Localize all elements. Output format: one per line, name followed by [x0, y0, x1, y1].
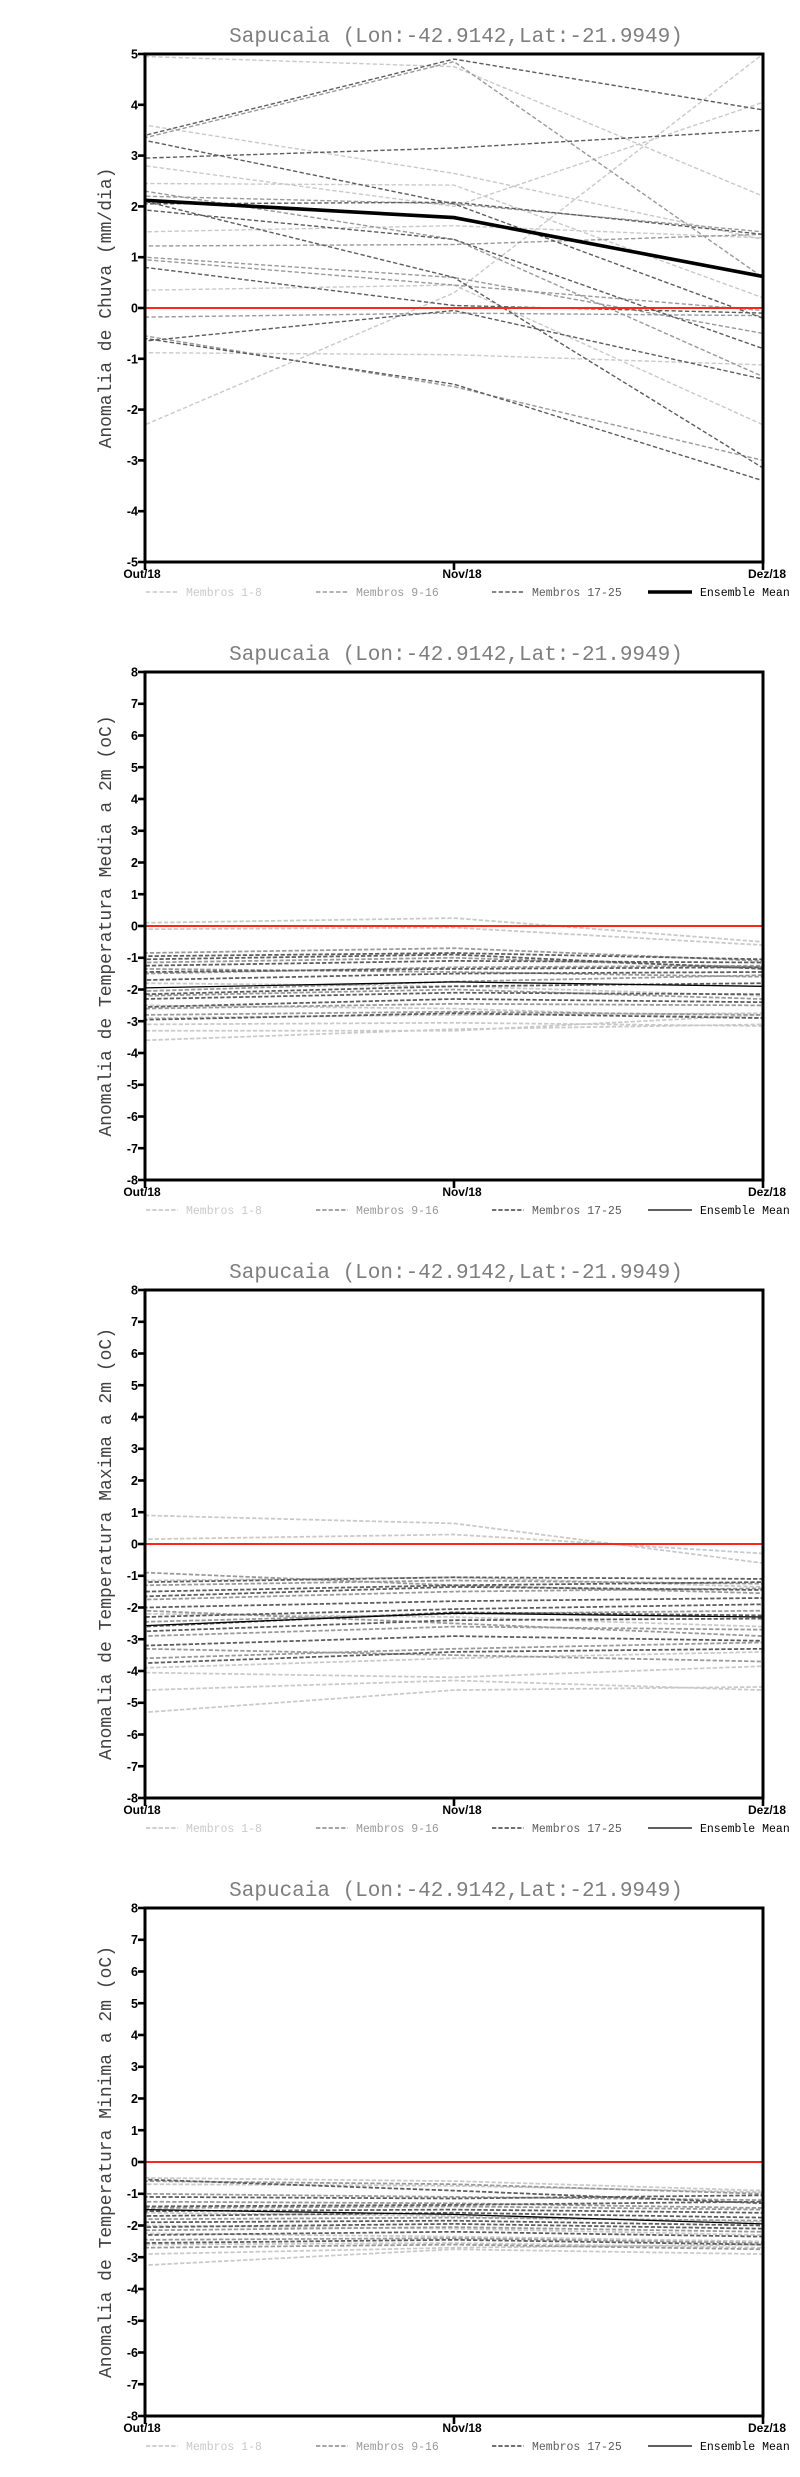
svg-text:Membros 9-16: Membros 9-16 [356, 587, 439, 600]
svg-text:Membros 1-8: Membros 1-8 [186, 1823, 262, 1836]
svg-text:Dez/18: Dez/18 [748, 2421, 786, 2435]
svg-text:4: 4 [131, 98, 138, 112]
svg-text:Ensemble Mean: Ensemble Mean [700, 2441, 790, 2454]
svg-text:Anomalia de Chuva (mm/dia): Anomalia de Chuva (mm/dia) [97, 168, 117, 449]
svg-text:Nov/18: Nov/18 [442, 567, 482, 581]
svg-text:-2: -2 [127, 2219, 138, 2233]
svg-text:7: 7 [131, 1933, 138, 1947]
svg-text:-4: -4 [127, 505, 138, 519]
svg-text:1: 1 [131, 251, 138, 265]
svg-text:-6: -6 [127, 1728, 138, 1742]
svg-text:-4: -4 [127, 1047, 138, 1061]
svg-text:2: 2 [131, 200, 138, 214]
svg-text:-3: -3 [127, 2251, 138, 2265]
svg-text:Membros 17-25: Membros 17-25 [532, 587, 622, 600]
svg-text:-5: -5 [127, 1078, 138, 1092]
svg-text:1: 1 [131, 888, 138, 902]
svg-text:6: 6 [131, 729, 138, 743]
svg-text:-7: -7 [127, 1760, 138, 1774]
svg-text:2: 2 [131, 1474, 138, 1488]
svg-text:8: 8 [131, 1284, 138, 1298]
svg-text:Dez/18: Dez/18 [748, 1803, 786, 1817]
svg-text:-4: -4 [127, 2283, 138, 2297]
svg-text:2: 2 [131, 856, 138, 870]
svg-text:5: 5 [131, 48, 138, 62]
svg-text:Dez/18: Dez/18 [748, 1185, 786, 1199]
svg-text:-5: -5 [127, 1696, 138, 1710]
svg-text:Membros 17-25: Membros 17-25 [532, 1823, 622, 1836]
svg-text:Membros 17-25: Membros 17-25 [532, 2441, 622, 2454]
svg-text:Membros 9-16: Membros 9-16 [356, 1205, 439, 1218]
svg-text:-6: -6 [127, 1110, 138, 1124]
svg-text:Membros 9-16: Membros 9-16 [356, 2441, 439, 2454]
svg-text:0: 0 [131, 2156, 138, 2170]
svg-text:-7: -7 [127, 1142, 138, 1156]
svg-text:4: 4 [131, 1411, 138, 1425]
svg-text:-8: -8 [127, 1174, 138, 1188]
svg-text:Membros 1-8: Membros 1-8 [186, 2441, 262, 2454]
svg-text:Ensemble Mean: Ensemble Mean [700, 1205, 790, 1218]
svg-text:-2: -2 [127, 403, 138, 417]
svg-text:-3: -3 [127, 454, 138, 468]
svg-text:0: 0 [131, 1538, 138, 1552]
svg-text:Out/18: Out/18 [123, 1185, 161, 1199]
svg-text:6: 6 [131, 1965, 138, 1979]
svg-text:-1: -1 [127, 2187, 138, 2201]
svg-text:5: 5 [131, 1997, 138, 2011]
svg-text:Sapucaia (Lon:-42.9142,Lat:-21: Sapucaia (Lon:-42.9142,Lat:-21.9949) [229, 1880, 683, 1903]
svg-text:Out/18: Out/18 [123, 2421, 161, 2435]
svg-text:Sapucaia (Lon:-42.9142,Lat:-21: Sapucaia (Lon:-42.9142,Lat:-21.9949) [229, 644, 683, 667]
svg-text:1: 1 [131, 2124, 138, 2138]
svg-text:Membros 17-25: Membros 17-25 [532, 1205, 622, 1218]
svg-text:Anomalia de Temperatura Minima: Anomalia de Temperatura Minima a 2m (oC) [97, 1946, 117, 2378]
svg-text:1: 1 [131, 1506, 138, 1520]
svg-text:-1: -1 [127, 951, 138, 965]
svg-text:-8: -8 [127, 1792, 138, 1806]
svg-text:7: 7 [131, 1315, 138, 1329]
svg-text:Anomalia de Temperatura Media: Anomalia de Temperatura Media a 2m (oC) [97, 715, 117, 1136]
svg-text:-2: -2 [127, 983, 138, 997]
svg-text:3: 3 [131, 149, 138, 163]
svg-text:-1: -1 [127, 1569, 138, 1583]
svg-text:3: 3 [131, 1442, 138, 1456]
svg-text:Sapucaia (Lon:-42.9142,Lat:-21: Sapucaia (Lon:-42.9142,Lat:-21.9949) [229, 26, 683, 49]
svg-text:-2: -2 [127, 1601, 138, 1615]
svg-text:Ensemble Mean: Ensemble Mean [700, 587, 790, 600]
svg-text:5: 5 [131, 761, 138, 775]
svg-text:0: 0 [131, 302, 138, 316]
svg-text:7: 7 [131, 697, 138, 711]
svg-text:Ensemble Mean: Ensemble Mean [700, 1823, 790, 1836]
svg-text:-5: -5 [127, 2314, 138, 2328]
svg-text:6: 6 [131, 1347, 138, 1361]
svg-text:3: 3 [131, 2060, 138, 2074]
svg-text:2: 2 [131, 2092, 138, 2106]
svg-text:-4: -4 [127, 1665, 138, 1679]
svg-text:Nov/18: Nov/18 [442, 1185, 482, 1199]
svg-text:-7: -7 [127, 2378, 138, 2392]
svg-text:8: 8 [131, 1902, 138, 1916]
svg-text:Membros 1-8: Membros 1-8 [186, 1205, 262, 1218]
svg-text:-1: -1 [127, 352, 138, 366]
svg-text:Out/18: Out/18 [123, 1803, 161, 1817]
svg-text:Anomalia de Temperatura Maxima: Anomalia de Temperatura Maxima a 2m (oC) [97, 1328, 117, 1760]
svg-text:Dez/18: Dez/18 [748, 567, 786, 581]
svg-text:Membros 9-16: Membros 9-16 [356, 1823, 439, 1836]
svg-text:Membros 1-8: Membros 1-8 [186, 587, 262, 600]
svg-text:4: 4 [131, 2029, 138, 2043]
svg-text:4: 4 [131, 793, 138, 807]
svg-text:Nov/18: Nov/18 [442, 2421, 482, 2435]
svg-text:0: 0 [131, 920, 138, 934]
svg-text:-3: -3 [127, 1633, 138, 1647]
svg-text:Nov/18: Nov/18 [442, 1803, 482, 1817]
svg-text:3: 3 [131, 824, 138, 838]
svg-text:-6: -6 [127, 2346, 138, 2360]
svg-text:8: 8 [131, 666, 138, 680]
svg-text:-5: -5 [127, 556, 138, 570]
svg-text:Sapucaia (Lon:-42.9142,Lat:-21: Sapucaia (Lon:-42.9142,Lat:-21.9949) [229, 1262, 683, 1285]
svg-text:Out/18: Out/18 [123, 567, 161, 581]
svg-text:-3: -3 [127, 1015, 138, 1029]
svg-text:-8: -8 [127, 2410, 138, 2424]
svg-text:5: 5 [131, 1379, 138, 1393]
